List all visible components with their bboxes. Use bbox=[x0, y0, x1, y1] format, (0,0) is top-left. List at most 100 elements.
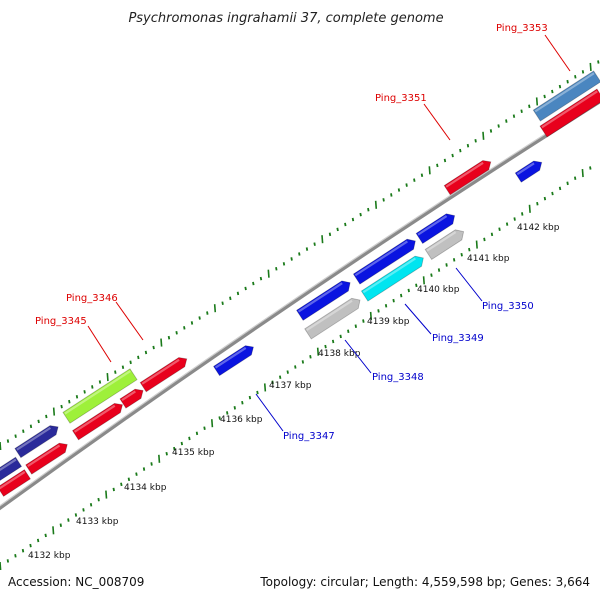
gene-label-ping-3351[interactable]: Ping_3351 bbox=[375, 93, 427, 104]
gene-feature-red-3[interactable] bbox=[119, 386, 146, 409]
lower-tick-mark bbox=[241, 400, 244, 405]
gene-feature-ping-3347[interactable] bbox=[213, 342, 257, 377]
upper-tick-mark bbox=[282, 262, 286, 266]
upper-tick-mark bbox=[206, 311, 209, 315]
lower-tick-mark bbox=[248, 395, 252, 400]
gene-feature-blue-3[interactable] bbox=[415, 211, 458, 245]
upper-tick-mark bbox=[144, 350, 148, 355]
gene-label-ping-3350[interactable]: Ping_3350 bbox=[482, 301, 534, 312]
gene-feature-ping-3348[interactable] bbox=[304, 295, 364, 340]
upper-tick-mark bbox=[581, 70, 585, 74]
upper-tick-mark bbox=[497, 124, 500, 128]
upper-tick-mark bbox=[436, 163, 439, 168]
lower-tick-mark bbox=[377, 309, 380, 313]
upper-tick-mark bbox=[397, 188, 401, 192]
leader-line-ping-3351 bbox=[423, 103, 451, 141]
lower-tick-mark bbox=[347, 329, 350, 334]
tick-label-4136: 4136 kbp bbox=[220, 415, 263, 425]
lower-tick-mark bbox=[218, 416, 221, 420]
upper-tick-mark bbox=[236, 291, 240, 296]
lower-tick-mark bbox=[271, 380, 274, 385]
lower-tick-mark bbox=[278, 375, 282, 379]
gene-feature-red-2[interactable] bbox=[71, 400, 126, 441]
upper-tick-mark bbox=[420, 173, 424, 177]
upper-tick-mark bbox=[313, 242, 316, 246]
upper-tick-mark bbox=[512, 114, 516, 118]
gene-feature-navy-left[interactable] bbox=[0, 456, 23, 484]
gene-feature-blue-1[interactable] bbox=[296, 278, 354, 321]
upper-tick-mark bbox=[167, 335, 171, 340]
lower-tick-mark bbox=[324, 344, 327, 349]
lower-tick-mark bbox=[589, 166, 592, 170]
upper-tick-mark bbox=[114, 370, 117, 374]
gene-feature-ping-3346[interactable] bbox=[139, 354, 190, 393]
lower-tick-mark bbox=[483, 237, 486, 242]
lower-tick-mark bbox=[203, 426, 206, 430]
gene-feature-ping-3351[interactable] bbox=[443, 157, 494, 196]
tick-label-4138: 4138 kbp bbox=[318, 349, 361, 359]
upper-tick-mark bbox=[175, 331, 178, 335]
gene-feature-ping-3353[interactable] bbox=[532, 70, 600, 122]
upper-tick-mark bbox=[60, 404, 63, 409]
gene-feature-navy-1[interactable] bbox=[14, 422, 61, 459]
upper-tick-mark bbox=[267, 269, 270, 278]
lower-tick-mark bbox=[105, 490, 108, 499]
gene-feature-ping-3349[interactable] bbox=[360, 253, 426, 302]
lower-tick-mark bbox=[67, 518, 70, 522]
upper-tick-mark bbox=[390, 193, 393, 197]
upper-tick-mark bbox=[505, 119, 508, 123]
gene-label-ping-3349[interactable]: Ping_3349 bbox=[432, 333, 484, 344]
gene-feature-blue-4[interactable] bbox=[514, 158, 544, 183]
lower-tick-mark bbox=[505, 222, 509, 226]
upper-tick-mark bbox=[22, 429, 25, 433]
lower-tick-mark bbox=[558, 186, 562, 191]
gene-feature-red-left[interactable] bbox=[0, 469, 31, 497]
upper-tick-mark bbox=[68, 399, 71, 404]
leader-line-ping-3353 bbox=[544, 34, 571, 72]
upper-tick-mark bbox=[298, 252, 301, 256]
lower-tick-mark bbox=[14, 554, 17, 558]
lower-tick-mark bbox=[210, 419, 214, 428]
tick-label-4137: 4137 kbp bbox=[269, 381, 312, 391]
lower-tick-mark bbox=[44, 533, 47, 538]
gene-feature-ping-3350[interactable] bbox=[424, 227, 467, 261]
lower-tick-mark bbox=[173, 446, 176, 451]
gene-label-ping-3347[interactable]: Ping_3347 bbox=[283, 431, 335, 442]
lower-tick-mark bbox=[0, 561, 2, 571]
leader-line-ping-3348 bbox=[344, 339, 372, 374]
gene-label-ping-3348[interactable]: Ping_3348 bbox=[372, 372, 424, 383]
leader-line-ping-3350 bbox=[455, 267, 483, 302]
upper-tick-mark bbox=[597, 60, 600, 64]
gene-label-ping-3353[interactable]: Ping_3353 bbox=[496, 23, 548, 34]
upper-tick-mark bbox=[543, 94, 546, 99]
gene-features bbox=[0, 70, 600, 497]
genome-summary-text: Topology: circular; Length: 4,559,598 bp… bbox=[259, 575, 590, 589]
lower-tick-mark bbox=[407, 288, 410, 293]
lower-tick-mark bbox=[59, 523, 62, 527]
lower-tick-mark bbox=[369, 311, 373, 321]
gene-feature-red-1[interactable] bbox=[25, 440, 71, 475]
upper-tick-mark bbox=[558, 84, 562, 89]
upper-tick-mark bbox=[451, 153, 454, 158]
upper-tick-mark bbox=[106, 373, 109, 382]
upper-tick-mark bbox=[52, 407, 56, 416]
lower-tick-mark bbox=[294, 365, 297, 369]
gene-feature-ping-3345[interactable] bbox=[62, 368, 138, 424]
gene-label-ping-3345[interactable]: Ping_3345 bbox=[35, 316, 87, 327]
lower-tick-mark bbox=[74, 513, 78, 517]
gene-feature-blue-2[interactable] bbox=[352, 236, 418, 285]
lower-tick-mark bbox=[354, 324, 357, 328]
lower-tick-mark bbox=[528, 204, 531, 213]
upper-tick-mark bbox=[367, 207, 370, 212]
gene-label-ping-3346[interactable]: Ping_3346 bbox=[66, 293, 118, 304]
lower-tick-mark bbox=[142, 467, 146, 471]
gene-feature-red-right[interactable] bbox=[539, 88, 600, 138]
lower-tick-mark bbox=[112, 487, 115, 492]
tick-label-4139: 4139 kbp bbox=[367, 317, 410, 327]
leader-line-ping-3346 bbox=[115, 301, 144, 341]
tick-label-4133: 4133 kbp bbox=[76, 517, 119, 527]
tick-label-4140: 4140 kbp bbox=[417, 285, 460, 295]
lower-tick-mark bbox=[392, 298, 395, 303]
upper-tick-mark bbox=[75, 395, 79, 399]
